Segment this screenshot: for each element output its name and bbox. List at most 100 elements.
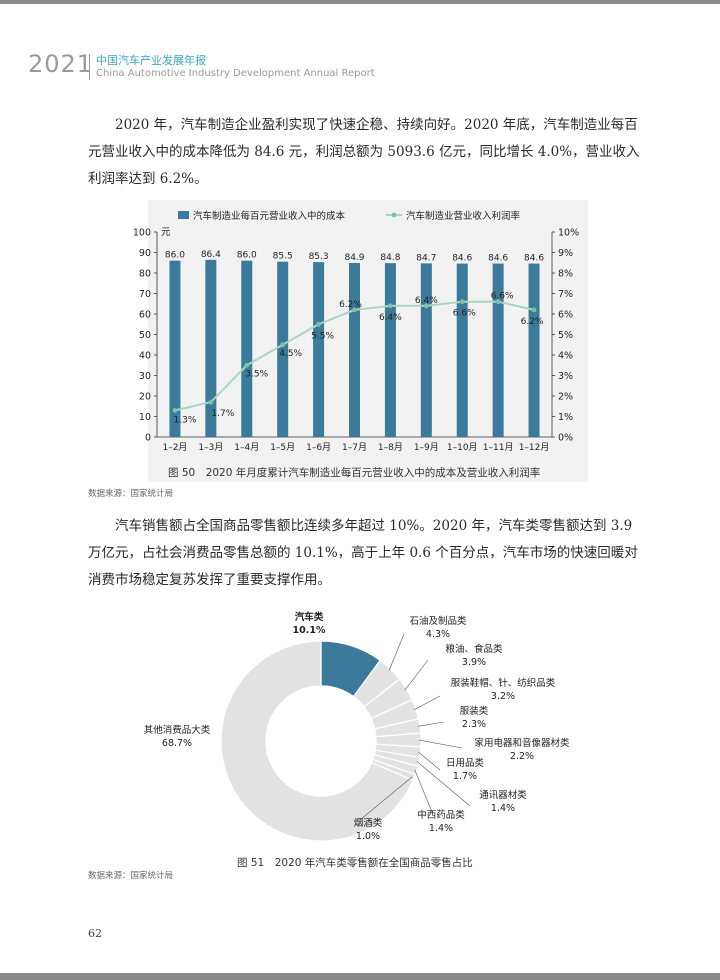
slice-name-label: 其他消费品大类	[144, 724, 211, 736]
bar-value-label: 84.8	[380, 253, 400, 263]
bar-value-label: 84.9	[344, 253, 364, 263]
header-title-en: China Automotive Industry Development An…	[96, 68, 375, 79]
figure-51-caption: 图 51 2020 年汽车类零售额在全国商品零售占比	[237, 857, 473, 869]
bar-value-label: 86.0	[237, 251, 257, 261]
figure-50-source: 数据来源：国家统计局	[88, 489, 174, 499]
line-point	[208, 399, 214, 405]
bar	[384, 263, 396, 437]
y-tick-label-right: 10%	[558, 228, 579, 239]
slice-name-label: 日用品类	[446, 757, 485, 769]
slice-name-label: 石油及制品类	[409, 615, 467, 627]
legend-marker-line	[391, 212, 397, 218]
x-tick-label: 1–7月	[342, 442, 367, 453]
slice-name-label: 家用电器和音像器材类	[474, 737, 570, 749]
x-tick-label: 1–6月	[306, 442, 331, 453]
y-tick-label-left: 40	[139, 351, 151, 362]
slice-name-label: 中西药品类	[417, 809, 465, 821]
y-tick-label-left: 80	[139, 269, 151, 280]
leader-line	[418, 739, 463, 749]
line-point	[459, 299, 465, 305]
bar	[277, 261, 289, 437]
leader-line	[414, 769, 433, 813]
bar	[492, 263, 504, 437]
y-tick-label-right: 4%	[558, 351, 573, 362]
line-value-label: 5.5%	[311, 331, 334, 341]
x-tick-label: 1–10月	[447, 442, 478, 453]
line-value-label: 1.7%	[211, 409, 234, 419]
leader-line	[416, 761, 471, 807]
x-tick-label: 1–8月	[378, 442, 403, 453]
slice-value-label: 1.7%	[453, 771, 477, 782]
y-tick-label-right: 6%	[558, 310, 573, 321]
leader-line	[359, 776, 413, 821]
y-tick-label-left: 70	[139, 289, 151, 300]
bar	[420, 263, 432, 437]
leader-line	[418, 751, 441, 771]
line-point	[172, 407, 178, 413]
line-point	[280, 342, 286, 348]
line-point	[495, 299, 501, 305]
bar-value-label: 86.0	[165, 251, 185, 261]
line-value-label: 4.5%	[279, 349, 302, 359]
bar-value-label: 85.3	[309, 252, 329, 262]
top-border	[0, 0, 720, 4]
bar-value-label: 84.7	[416, 253, 436, 263]
y-tick-label-left: 90	[139, 248, 151, 259]
slice-value-label: 68.7%	[162, 738, 192, 749]
x-tick-label: 1–4月	[234, 442, 259, 453]
bar	[169, 260, 181, 437]
bar	[205, 259, 217, 437]
slice-name-label: 粮油、食品类	[445, 643, 503, 655]
header-divider	[89, 54, 90, 80]
bar-value-label: 85.5	[273, 252, 293, 262]
y-tick-label-left: 100	[133, 228, 151, 239]
figure-50-caption: 图 50 2020 年月度累计汽车制造业每百元营业收入中的成本及营业收入利润率	[168, 467, 541, 479]
leader-line	[417, 721, 445, 727]
bar-value-label: 84.6	[488, 254, 508, 264]
x-tick-label: 1–2月	[162, 442, 187, 453]
leader-line	[413, 695, 441, 711]
line-point	[388, 303, 393, 309]
legend-label-bar: 汽车制造业每百元营业收入中的成本	[193, 210, 346, 222]
figure-50-background	[148, 200, 588, 482]
legend-swatch-bar	[178, 211, 189, 219]
leader-line	[388, 633, 405, 671]
y-tick-label-left: 30	[139, 371, 151, 382]
y-tick-label-right: 7%	[558, 289, 573, 300]
y-tick-label-left: 50	[139, 330, 151, 341]
line-value-label: 3.5%	[245, 369, 268, 379]
slice-name-label: 通讯器材类	[479, 789, 527, 801]
line-value-label: 6.6%	[491, 292, 514, 302]
y-tick-label-right: 2%	[558, 392, 573, 403]
x-tick-label: 1–3月	[198, 442, 223, 453]
donut-slice	[220, 640, 414, 842]
bar	[349, 262, 360, 437]
y-tick-label-right: 8%	[558, 269, 573, 280]
paragraph-1: 2020 年，汽车制造企业盈利实现了快速企稳、持续向好。2020 年底，汽车制造…	[88, 117, 640, 187]
paragraph-2: 汽车销售额占全国商品零售额比连续多年超过 10%。2020 年，汽车类零售额达到…	[88, 518, 638, 588]
header-title-cn: 中国汽车产业发展年报	[96, 54, 206, 67]
slice-name-label: 烟酒类	[354, 817, 383, 829]
x-tick-label: 1–11月	[483, 442, 514, 453]
slice-value-label: 1.4%	[491, 803, 515, 814]
y-tick-label-right: 3%	[558, 371, 573, 382]
x-tick-label: 1–5月	[270, 442, 295, 453]
y-tick-label-right: 9%	[558, 248, 573, 259]
bar-value-label: 86.4	[201, 250, 221, 260]
line-value-label: 6.2%	[339, 300, 362, 310]
page-number: 62	[88, 927, 102, 940]
x-tick-label: 1–9月	[414, 442, 439, 453]
y-tick-label-right: 5%	[558, 330, 573, 341]
y-tick-label-right: 1%	[558, 412, 573, 423]
line-value-label: 6.4%	[415, 296, 438, 306]
x-tick-label: 1–12月	[519, 442, 550, 453]
bar	[456, 263, 468, 437]
line-value-label: 6.2%	[521, 317, 544, 327]
leader-line	[404, 659, 429, 691]
slice-value-label: 2.3%	[462, 719, 486, 730]
bar	[528, 263, 540, 437]
slice-name-label: 汽车类	[295, 611, 324, 623]
legend-label-line: 汽车制造业营业收入利润率	[406, 210, 521, 222]
